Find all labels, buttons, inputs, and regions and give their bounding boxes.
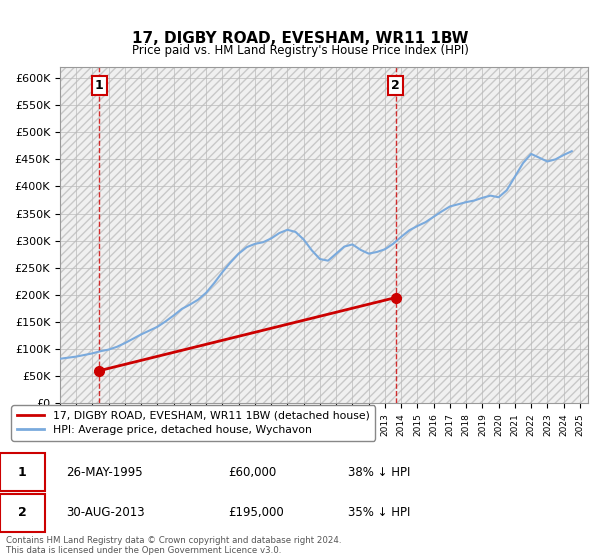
Text: 2: 2 bbox=[391, 79, 400, 92]
Legend: 17, DIGBY ROAD, EVESHAM, WR11 1BW (detached house), HPI: Average price, detached: 17, DIGBY ROAD, EVESHAM, WR11 1BW (detac… bbox=[11, 405, 375, 441]
Text: Contains HM Land Registry data © Crown copyright and database right 2024.
This d: Contains HM Land Registry data © Crown c… bbox=[6, 536, 341, 556]
Text: £60,000: £60,000 bbox=[228, 466, 276, 479]
Text: 38% ↓ HPI: 38% ↓ HPI bbox=[348, 466, 410, 479]
Text: 26-MAY-1995: 26-MAY-1995 bbox=[66, 466, 143, 479]
Text: 2: 2 bbox=[18, 506, 26, 520]
Text: 30-AUG-2013: 30-AUG-2013 bbox=[66, 506, 145, 520]
Text: 35% ↓ HPI: 35% ↓ HPI bbox=[348, 506, 410, 520]
Text: 1: 1 bbox=[95, 79, 104, 92]
Text: 17, DIGBY ROAD, EVESHAM, WR11 1BW: 17, DIGBY ROAD, EVESHAM, WR11 1BW bbox=[132, 31, 468, 46]
FancyBboxPatch shape bbox=[0, 494, 45, 532]
FancyBboxPatch shape bbox=[0, 454, 45, 491]
Text: Price paid vs. HM Land Registry's House Price Index (HPI): Price paid vs. HM Land Registry's House … bbox=[131, 44, 469, 57]
Text: £195,000: £195,000 bbox=[228, 506, 284, 520]
Text: 1: 1 bbox=[18, 466, 26, 479]
